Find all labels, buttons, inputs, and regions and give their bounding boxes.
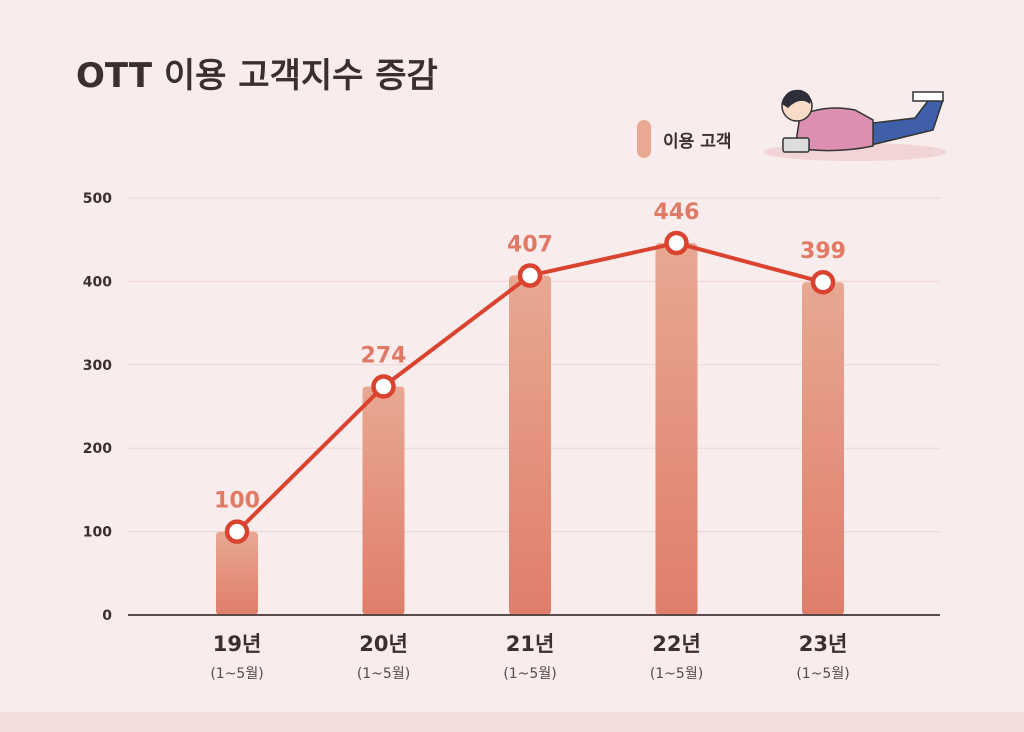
x-tick-label: 20년	[359, 632, 408, 656]
bar	[216, 531, 258, 615]
legend-swatch	[637, 120, 651, 158]
legend-label: 이용 고객	[663, 131, 732, 152]
y-tick-label: 400	[83, 274, 112, 290]
data-point	[224, 519, 250, 544]
y-tick-label: 300	[83, 358, 112, 374]
y-tick-label: 0	[102, 608, 112, 624]
data-label: 274	[361, 343, 407, 368]
data-label: 100	[214, 489, 260, 514]
x-tick-label: 21년	[506, 632, 555, 656]
legend: 이용 고객	[637, 120, 731, 158]
bar	[362, 386, 405, 615]
data-point	[810, 269, 836, 295]
y-tick-label: 100	[83, 525, 112, 541]
person-lying-illustration	[763, 89, 947, 161]
bar	[655, 243, 698, 615]
x-tick-sublabel: (1~5월)	[210, 666, 263, 682]
data-point	[371, 374, 396, 399]
y-tick-label: 500	[83, 191, 112, 207]
data-label: 407	[507, 233, 553, 258]
x-tick-label: 19년	[213, 632, 262, 656]
data-point	[664, 230, 689, 256]
x-tick-sublabel: (1~5월)	[503, 666, 556, 682]
y-tick-label: 200	[83, 441, 112, 457]
footer-band	[0, 712, 1024, 732]
x-tick-label: 23년	[799, 632, 848, 656]
x-tick-sublabel: (1~5월)	[357, 666, 410, 682]
data-label: 399	[800, 239, 846, 264]
bar	[802, 282, 844, 615]
bar	[509, 275, 551, 615]
x-tick-sublabel: (1~5월)	[650, 666, 703, 682]
x-tick-label: 22년	[652, 632, 701, 656]
data-label: 446	[654, 200, 700, 225]
x-tick-sublabel: (1~5월)	[796, 666, 849, 682]
data-point	[517, 263, 543, 288]
chart-title: OTT 이용 고객지수 증감	[76, 56, 438, 96]
